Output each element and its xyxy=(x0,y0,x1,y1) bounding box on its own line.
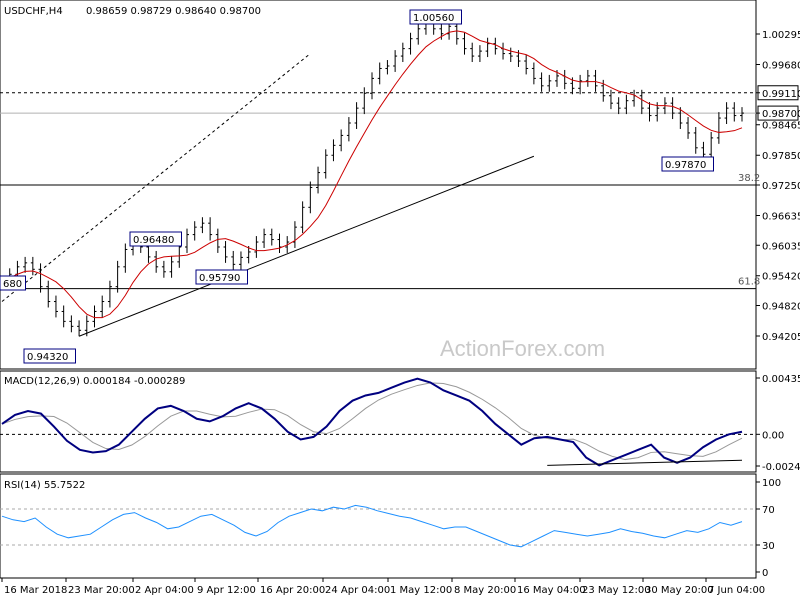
price-tick-label: 0.94820 xyxy=(762,302,800,313)
time-tick-label: 8 May 20:00 xyxy=(454,585,516,596)
macd-tick-label: -0.002448 xyxy=(762,462,800,473)
rsi-header: RSI(14) 55.7522 xyxy=(4,480,85,491)
price-annotation-label: 0.97870 xyxy=(665,160,706,171)
watermark: ActionForex.com xyxy=(440,336,605,361)
price-tick-label: 0.98465 xyxy=(762,121,800,132)
rsi-tick-label: 30 xyxy=(762,541,775,552)
price-tick-label: 0.97250 xyxy=(762,181,800,192)
time-tick-label: 16 May 04:00 xyxy=(517,585,586,596)
support-trendline xyxy=(78,155,535,337)
time-tick-label: 2 Apr 04:00 xyxy=(135,585,194,596)
fib-label: 38.2 xyxy=(738,173,760,184)
current-price-label: 0.98700 xyxy=(762,109,800,120)
rsi-line xyxy=(1,504,743,548)
macd-tick-label: 0.00 xyxy=(762,430,784,441)
price-annotation-label: 0.96480 xyxy=(133,235,174,246)
macd-panel xyxy=(0,370,757,473)
price-annotation-label: 0.95790 xyxy=(199,273,240,284)
rsi-tick-label: 0 xyxy=(762,568,768,579)
price-tick-label: 1.00295 xyxy=(762,30,800,41)
chart-header-ohlc: 0.98659 0.98729 0.98640 0.98700 xyxy=(86,6,261,17)
macd-tick-label: 0.004351 xyxy=(762,374,800,385)
price-annotation-label: 680 xyxy=(3,279,22,290)
price-annotation-box xyxy=(661,156,714,172)
time-tick-label: 7 Jun 04:00 xyxy=(708,585,765,596)
rsi-panel xyxy=(0,473,757,579)
time-tick-label: 30 May 20:00 xyxy=(645,585,714,596)
moving-average-line xyxy=(1,30,743,319)
price-tick-label: 0.96035 xyxy=(762,241,800,252)
macd-header: MACD(12,26,9) 0.000184 -0.000289 xyxy=(4,376,185,387)
time-tick-label: 9 Apr 12:00 xyxy=(197,585,256,596)
price-annotation-box xyxy=(129,231,182,247)
price-annotation-box xyxy=(195,269,248,285)
price-tick-label: 0.99680 xyxy=(762,60,800,71)
time-tick-label: 23 Mar 20:00 xyxy=(68,585,135,596)
price-annotation-box xyxy=(409,9,462,25)
macd-line xyxy=(1,377,743,467)
price-annotation-box xyxy=(23,348,76,364)
price-tick-label: 0.96635 xyxy=(762,211,800,222)
rsi-tick-label: 70 xyxy=(762,505,775,516)
time-tick-label: 24 Apr 04:00 xyxy=(325,585,390,596)
price-tick-label: 0.97850 xyxy=(762,151,800,162)
macd-trendline xyxy=(547,459,743,466)
price-tick-label: 0.95420 xyxy=(762,272,800,283)
price-annotation-label: 1.00560 xyxy=(413,13,454,24)
time-tick-label: 1 May 12:00 xyxy=(390,585,452,596)
chart-header-symbol: USDCHF,H4 xyxy=(4,6,63,17)
level-price-label: 0.99110 xyxy=(762,89,800,100)
price-tick-label: 0.94205 xyxy=(762,332,800,343)
price-annotation-label: 0.94320 xyxy=(27,352,68,363)
time-tick-label: 16 Mar 2018 xyxy=(4,585,67,596)
fib-label: 61.8 xyxy=(738,277,760,288)
rsi-tick-label: 100 xyxy=(762,478,781,489)
price-annotation-box xyxy=(0,275,26,291)
time-tick-label: 23 May 12:00 xyxy=(582,585,651,596)
time-tick-label: 16 Apr 20:00 xyxy=(260,585,325,596)
